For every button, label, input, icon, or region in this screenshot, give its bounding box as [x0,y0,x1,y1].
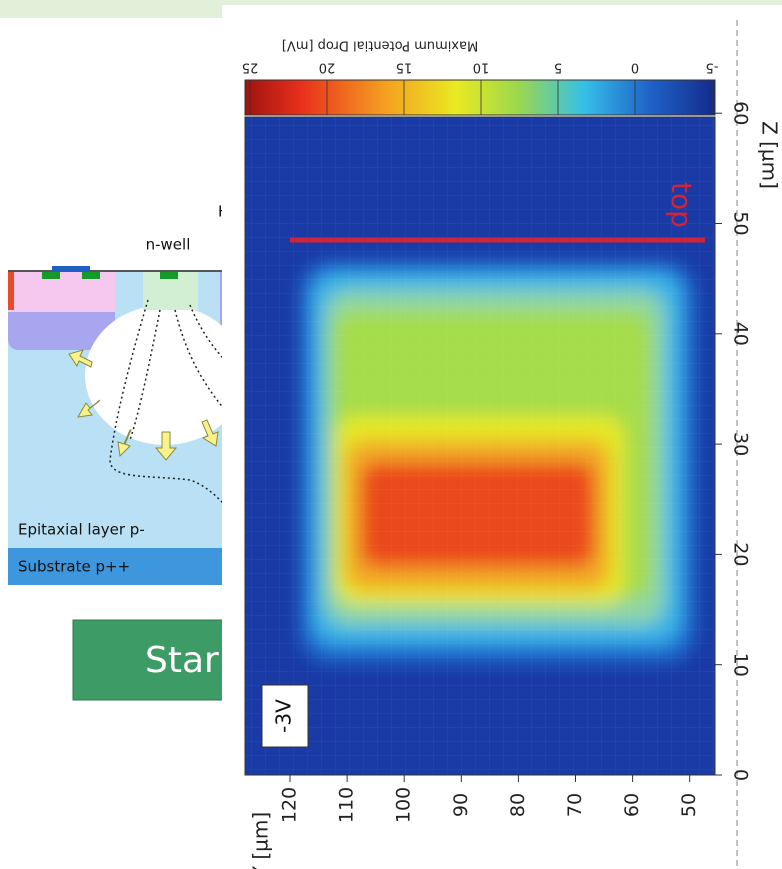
colorbar-tick-label: -5 [706,60,719,75]
y-tick-label: 60 [621,793,643,817]
y-axis-label: Y [µm] [249,812,273,869]
y-tick-label: 120 [279,787,301,823]
z-tick-label: 50 [730,211,752,235]
colorbar [245,80,715,115]
y-tick-label: 80 [507,793,529,817]
substrate-label: Substrate p++ [18,558,130,576]
page: n-well H Epitaxial layer p- Substrate p+… [0,0,782,869]
z-tick-label: 30 [730,432,752,456]
colorbar-tick-label: 5 [554,60,562,75]
slide: n-well H Epitaxial layer p- Substrate p+… [0,0,782,869]
colorbar-tick-label: 25 [242,60,259,75]
heatmap-figure [222,5,782,869]
y-tick-label: 110 [336,787,358,823]
z-tick-label: 0 [730,769,752,781]
z-axis-label: Z [µm] [758,121,782,189]
z-tick-label: 60 [730,101,752,125]
z-tick-label: 10 [730,653,752,677]
colorbar-tick-label: 15 [396,60,413,75]
colorbar-tick-label: 0 [631,60,639,75]
start-button-label[interactable]: Star [145,640,219,681]
y-tick-label: 90 [450,793,472,817]
bias-label: -3V [272,699,296,733]
y-tick-label: 50 [678,793,700,817]
epitaxial-label: Epitaxial layer p- [18,521,145,539]
annotation: top [665,182,698,228]
y-tick-label: 100 [393,787,415,823]
heatmap [245,117,715,775]
colorbar-tick-label: 10 [473,60,490,75]
y-tick-label: 70 [564,793,586,817]
sensor-diagram: n-well H Epitaxial layer p- Substrate p+… [8,203,245,586]
z-tick-label: 40 [730,322,752,346]
colorbar-title: Maximum Potential Drop [mV] [282,38,478,53]
colorbar-tick-label: 20 [319,60,336,75]
n-well-label: n-well [146,236,191,254]
z-tick-label: 20 [730,542,752,566]
